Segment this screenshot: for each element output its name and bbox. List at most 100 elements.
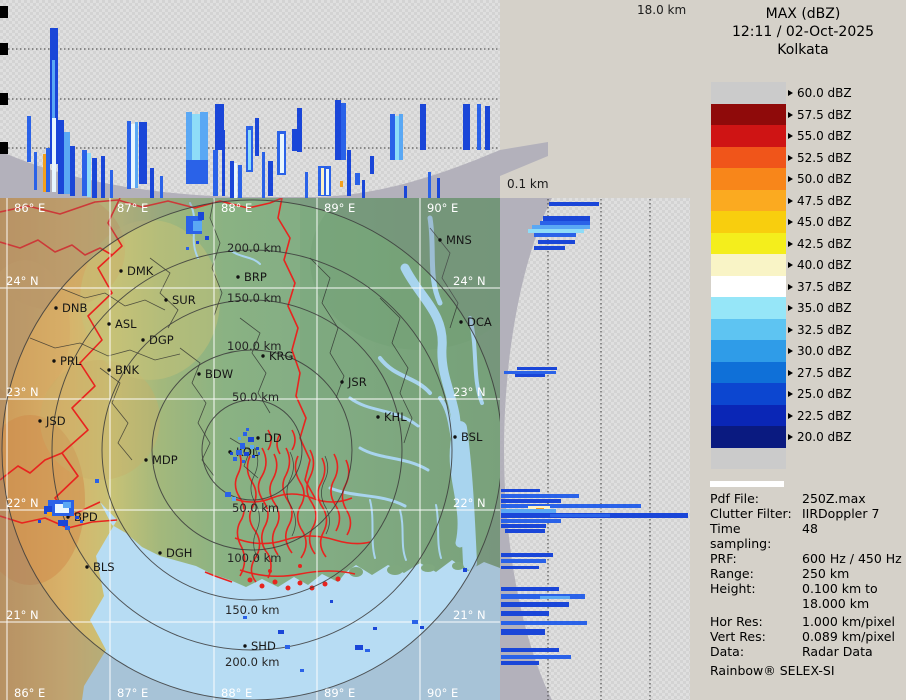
radar-echo	[258, 452, 260, 455]
radar-echo	[52, 118, 56, 192]
radar-echo	[262, 152, 265, 198]
city-marker-BDW: BDW	[197, 367, 233, 381]
legend-entry-label: 35.0 dBZ	[797, 301, 852, 315]
city-dot	[438, 238, 442, 242]
radar-echo	[34, 152, 37, 190]
legend-entry-label: 32.5 dBZ	[797, 322, 852, 337]
longitude-label: 86° E	[14, 201, 45, 215]
station-name: Kolkata	[777, 42, 829, 58]
legend-tick-icon	[788, 111, 793, 118]
radar-echo	[340, 181, 343, 187]
radar-echo	[222, 130, 225, 196]
radar-echo	[44, 506, 52, 514]
radar-echo	[501, 648, 559, 652]
radar-echo	[192, 114, 200, 162]
legend-entry: 45.0 dBZ	[788, 211, 852, 233]
city-label: DMK	[127, 264, 154, 278]
legend-entry: 40.0 dBZ	[788, 254, 852, 276]
city-label: DGP	[149, 333, 174, 347]
longitude-label: 87° E	[117, 686, 148, 700]
metadata-label: PRF:	[710, 551, 737, 566]
map-canvas: 200.0 km 150.0 km 100.0 km 50.0 km 50.0 km 10…	[0, 198, 500, 700]
radar-echo	[230, 161, 234, 198]
metadata-label: Pdf File:	[710, 491, 759, 506]
legend-entry: 60.0 dBZ	[788, 82, 852, 104]
latitude-label: 22° N	[6, 496, 39, 510]
legend-swatch	[711, 189, 786, 211]
radar-echo	[532, 225, 590, 229]
radar-echo	[246, 428, 249, 431]
legend-swatch	[711, 82, 786, 104]
radar-echo	[46, 148, 50, 192]
radar-echo	[373, 627, 377, 630]
city-dot	[38, 419, 42, 423]
metadata-row: Data: Radar Data	[710, 644, 906, 659]
city-dot	[119, 269, 123, 273]
radar-echo	[198, 212, 204, 220]
city-marker-BRP: BRP	[236, 270, 267, 284]
legend-entry-label: 30.0 dBZ	[797, 344, 852, 358]
radar-echo	[292, 129, 297, 151]
radar-echo	[215, 104, 224, 150]
city-label: DCA	[467, 315, 492, 329]
city-dot	[158, 551, 162, 555]
city-label: PRL	[60, 354, 82, 368]
metadata-label: Vert Res:	[710, 629, 766, 644]
longitude-label: 86° E	[14, 686, 45, 700]
radar-echo	[504, 371, 556, 374]
right-profile-echoes	[501, 202, 688, 665]
radar-echo	[70, 146, 75, 196]
city-marker-MNS: MNS	[438, 233, 472, 247]
city-dot	[54, 306, 58, 310]
legend-entry: 27.5 dBZ	[788, 362, 852, 384]
radar-echo	[404, 186, 407, 198]
radar-echo	[213, 150, 218, 196]
radar-echo	[297, 108, 302, 152]
legend-tick-icon	[788, 176, 793, 182]
legend-swatch	[711, 404, 786, 426]
city-label: DD	[264, 431, 282, 445]
metadata-value: 18.000 km	[802, 596, 870, 611]
radar-echo	[150, 168, 154, 198]
legend-entry: 55.0 dBZ	[788, 125, 852, 147]
range-ring-label: 100.0 km	[227, 339, 281, 353]
city-dot	[85, 565, 89, 569]
radar-echo	[256, 447, 259, 450]
top-profile-canvas	[0, 6, 548, 198]
city-marker-BNK: BNK	[107, 363, 139, 377]
radar-echo	[55, 504, 69, 513]
city-label: DGH	[166, 546, 192, 560]
legend-tick-icon	[788, 348, 793, 354]
out-of-range-dim	[0, 198, 500, 700]
radar-echo	[248, 437, 254, 442]
metadata-label: Data:	[710, 644, 745, 659]
metadata-row: Clutter Filter: IIRDoppler 7	[710, 506, 906, 521]
legend-entry-label: 27.5 dBZ	[797, 365, 852, 380]
metadata-row: Vert Res: 0.089 km/pixel	[710, 629, 906, 644]
radar-echo	[540, 596, 570, 599]
radar-echo	[420, 626, 424, 629]
legend-tick-icon	[788, 262, 793, 268]
city-dot	[164, 298, 168, 302]
radar-echo	[428, 172, 431, 198]
city-marker-KHL: KHL	[376, 410, 407, 424]
legend-entry-label: 52.5 dBZ	[797, 150, 852, 165]
city-dot	[236, 275, 240, 279]
radar-echo	[463, 104, 470, 150]
legend-swatch	[711, 361, 786, 383]
range-rings	[1, 199, 500, 700]
radar-echo	[278, 630, 284, 634]
radar-echo	[543, 216, 590, 221]
radar-echo	[420, 104, 426, 150]
radar-echo	[538, 240, 575, 244]
radar-echo	[501, 509, 556, 513]
radar-echo	[255, 118, 259, 156]
radar-echo	[43, 154, 46, 192]
radar-echo	[477, 104, 481, 150]
legend-tick-icon	[788, 240, 793, 247]
radar-echo	[238, 437, 241, 440]
terrain-patches	[0, 198, 500, 585]
latitude-label: 24° N	[6, 274, 39, 288]
longitude-label: 90° E	[427, 201, 458, 215]
